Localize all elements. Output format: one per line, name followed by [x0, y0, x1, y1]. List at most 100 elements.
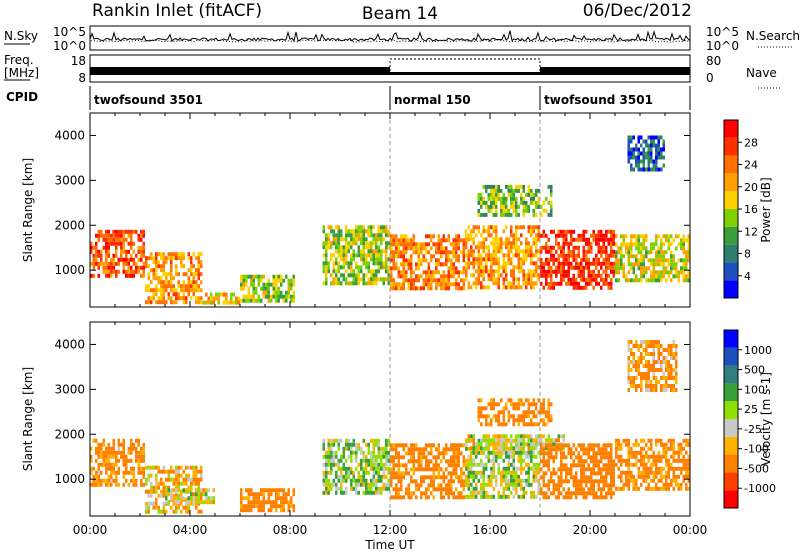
data-cell [585, 495, 588, 500]
data-cell [485, 212, 488, 217]
data-cell [687, 478, 690, 483]
data-cell [157, 300, 160, 305]
data-cell [275, 298, 278, 303]
data-cell [565, 463, 568, 468]
data-cell [410, 459, 413, 464]
data-cell [400, 238, 403, 243]
data-cell [187, 509, 190, 514]
data-cell [107, 462, 110, 467]
data-cell [535, 422, 538, 427]
data-cell [462, 250, 465, 255]
data-cell [175, 505, 178, 510]
data-cell [640, 340, 643, 344]
data-cell [400, 495, 403, 500]
data-cell [242, 508, 245, 513]
data-cell [467, 466, 470, 471]
data-cell [472, 446, 475, 451]
data-cell [477, 442, 480, 447]
data-cell [377, 277, 380, 282]
data-cell [560, 443, 563, 448]
data-cell [622, 266, 625, 271]
data-cell [400, 475, 403, 480]
data-cell [655, 466, 658, 471]
data-cell [530, 450, 533, 455]
data-cell [517, 450, 520, 455]
data-cell [452, 270, 455, 275]
data-cell [570, 281, 573, 286]
data-cell [597, 245, 600, 250]
data-cell [582, 471, 585, 476]
data-cell [175, 488, 178, 493]
data-cell [442, 270, 445, 275]
data-cell [200, 300, 203, 305]
noise-right-tick-top: 10^5 [706, 25, 739, 39]
data-cell [100, 450, 103, 455]
data-cell [612, 475, 615, 480]
data-cell [662, 454, 665, 459]
data-cell [522, 225, 525, 230]
data-cell [667, 470, 670, 475]
data-cell [507, 478, 510, 483]
data-cell [385, 225, 388, 230]
data-cell [605, 253, 608, 258]
data-cell [347, 241, 350, 246]
data-cell [455, 258, 458, 263]
data-cell [490, 406, 493, 411]
data-cell [342, 450, 345, 455]
data-cell [450, 483, 453, 488]
data-cell [380, 237, 383, 242]
data-cell [127, 482, 130, 487]
data-cell [520, 192, 523, 197]
data-cell [655, 147, 658, 152]
data-cell [540, 467, 543, 472]
data-cell [587, 265, 590, 270]
data-cell [680, 242, 683, 247]
data-cell [122, 462, 125, 467]
data-cell [350, 454, 353, 459]
data-cell [512, 281, 515, 286]
data-cell [450, 282, 453, 287]
data-cell [282, 298, 285, 303]
data-cell [445, 487, 448, 492]
data-cell [212, 300, 215, 305]
data-cell [97, 265, 100, 270]
data-cell [597, 463, 600, 468]
data-cell [610, 285, 613, 290]
data-cell [160, 280, 163, 285]
data-cell [472, 438, 475, 443]
data-cell [422, 270, 425, 275]
data-cell [685, 238, 688, 243]
data-cell [112, 241, 115, 246]
data-cell [515, 184, 518, 189]
data-cell [550, 208, 553, 213]
data-cell [445, 467, 448, 472]
data-cell [497, 414, 500, 419]
data-cell [547, 410, 550, 415]
data-cell [420, 491, 423, 496]
data-cell [415, 262, 418, 267]
data-cell [195, 256, 198, 261]
data-cell [135, 269, 138, 274]
x-tick-label: 00:00 [73, 523, 108, 537]
data-cell [345, 438, 348, 443]
data-cell [662, 242, 665, 247]
data-cell [520, 478, 523, 483]
data-cell [597, 229, 600, 234]
data-cell [120, 253, 123, 258]
data-cell [612, 233, 615, 238]
data-cell [147, 473, 150, 478]
data-cell [535, 249, 538, 254]
data-cell [642, 270, 645, 275]
data-cell [547, 402, 550, 407]
data-cell [190, 260, 193, 265]
data-cell [170, 260, 173, 265]
data-cell [477, 450, 480, 455]
data-cell [337, 478, 340, 483]
data-cell [397, 479, 400, 484]
data-cell [650, 454, 653, 459]
data-cell [462, 495, 465, 500]
data-cell [577, 487, 580, 492]
data-cell [632, 384, 635, 388]
data-cell [540, 443, 543, 448]
data-cell [615, 270, 618, 275]
